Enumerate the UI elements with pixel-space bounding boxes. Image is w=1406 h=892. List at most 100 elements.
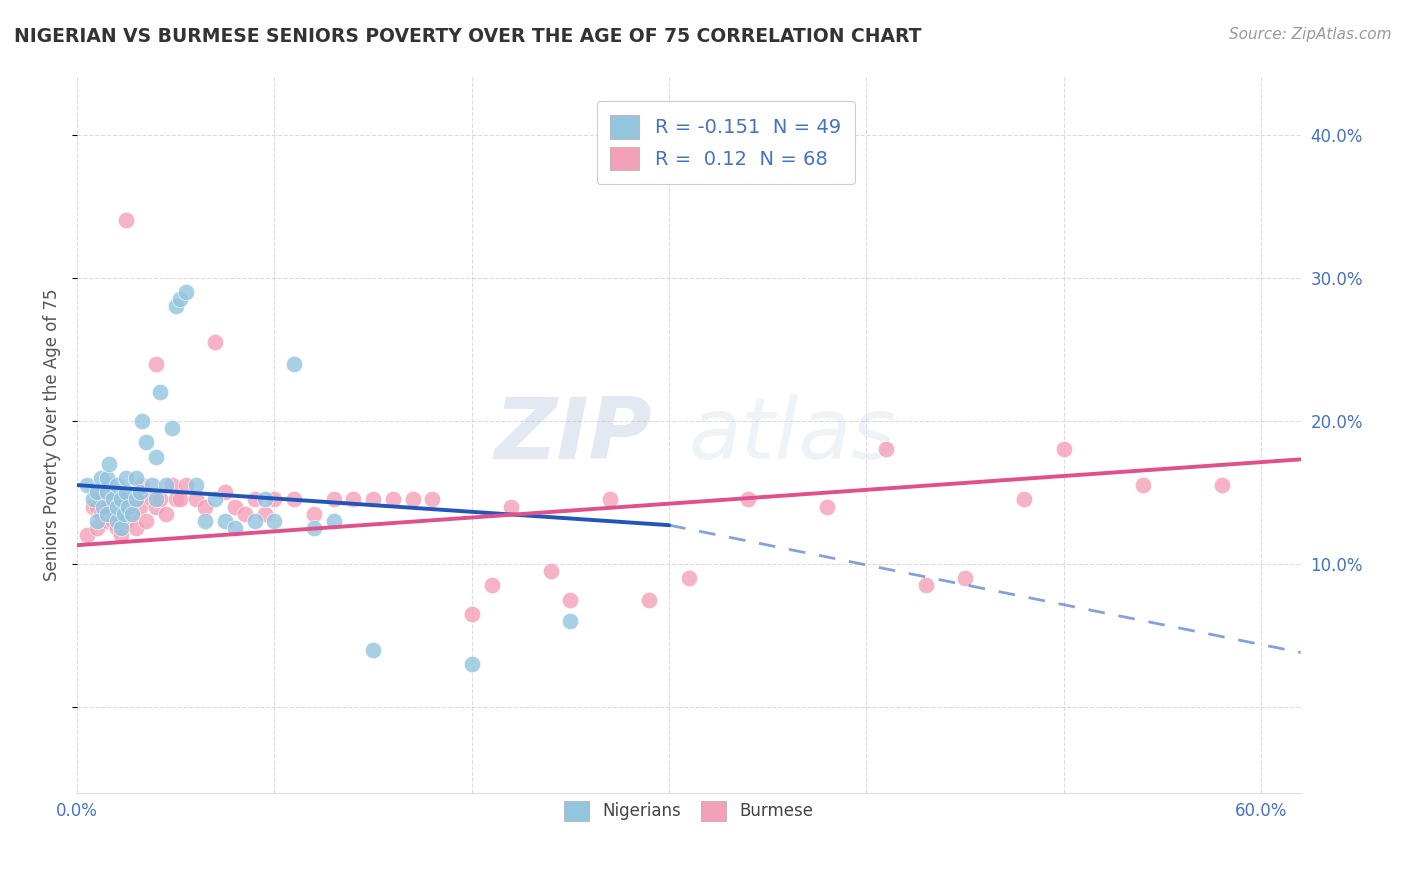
Point <box>90 471 112 485</box>
Point <box>120 500 142 514</box>
Y-axis label: Seniors Poverty Over the Age of 75: Seniors Poverty Over the Age of 75 <box>44 289 60 582</box>
Point <box>737 492 759 507</box>
Point <box>204 492 226 507</box>
Point <box>96 500 118 514</box>
Point <box>115 213 138 227</box>
Text: Source: ZipAtlas.com: Source: ZipAtlas.com <box>1229 27 1392 42</box>
Legend: Nigerians, Burmese: Nigerians, Burmese <box>551 788 827 834</box>
Point <box>110 521 132 535</box>
Point <box>638 592 661 607</box>
Point <box>194 514 217 528</box>
Point <box>342 492 364 507</box>
Point <box>243 492 266 507</box>
Point <box>174 285 197 299</box>
Point <box>91 500 114 514</box>
Point <box>97 457 120 471</box>
Point <box>1132 478 1154 492</box>
Point <box>361 642 384 657</box>
Point <box>401 492 423 507</box>
Point <box>145 492 167 507</box>
Point <box>96 514 118 528</box>
Point <box>141 478 163 492</box>
Point <box>110 492 132 507</box>
Point <box>129 500 152 514</box>
Point <box>155 507 177 521</box>
Point <box>283 357 305 371</box>
Point <box>160 478 183 492</box>
Point <box>169 292 191 306</box>
Point <box>233 507 256 521</box>
Point <box>145 450 167 464</box>
Point <box>875 442 897 457</box>
Point <box>86 485 108 500</box>
Point <box>1211 478 1233 492</box>
Point <box>461 657 484 671</box>
Point <box>174 478 197 492</box>
Point <box>155 478 177 492</box>
Point <box>560 592 582 607</box>
Point <box>86 485 108 500</box>
Point <box>131 478 153 492</box>
Point <box>302 507 325 521</box>
Point <box>115 514 138 528</box>
Point <box>160 421 183 435</box>
Point <box>214 485 236 500</box>
Point <box>105 500 128 514</box>
Point <box>145 357 167 371</box>
Point <box>263 492 285 507</box>
Point <box>115 471 138 485</box>
Point <box>149 492 172 507</box>
Point <box>953 571 976 585</box>
Point <box>322 514 344 528</box>
Point <box>121 507 143 521</box>
Point <box>110 528 132 542</box>
Text: NIGERIAN VS BURMESE SENIORS POVERTY OVER THE AGE OF 75 CORRELATION CHART: NIGERIAN VS BURMESE SENIORS POVERTY OVER… <box>14 27 921 45</box>
Point <box>165 299 187 313</box>
Point <box>194 500 217 514</box>
Point <box>1053 442 1076 457</box>
Point <box>115 492 138 507</box>
Point <box>184 478 207 492</box>
Point <box>481 578 503 592</box>
Point <box>76 528 98 542</box>
Point <box>105 521 128 535</box>
Point <box>501 500 523 514</box>
Point <box>135 514 157 528</box>
Point <box>678 571 700 585</box>
Point <box>117 500 139 514</box>
Point <box>96 507 118 521</box>
Point <box>914 578 936 592</box>
Point <box>263 514 285 528</box>
Point <box>86 514 108 528</box>
Point <box>165 492 187 507</box>
Point <box>599 492 621 507</box>
Point <box>90 507 112 521</box>
Point <box>86 500 108 514</box>
Point <box>91 492 114 507</box>
Point <box>361 492 384 507</box>
Point <box>149 385 172 400</box>
Point <box>204 334 226 349</box>
Point <box>125 492 148 507</box>
Point <box>125 492 148 507</box>
Point <box>82 500 104 514</box>
Point <box>97 478 120 492</box>
Point <box>86 521 108 535</box>
Point <box>214 514 236 528</box>
Point <box>381 492 404 507</box>
Point <box>135 435 157 450</box>
Point <box>322 492 344 507</box>
Text: ZIP: ZIP <box>495 393 652 476</box>
Point <box>815 500 838 514</box>
Point <box>1014 492 1036 507</box>
Point <box>145 500 167 514</box>
Point <box>224 521 246 535</box>
Point <box>96 471 118 485</box>
Point <box>125 521 148 535</box>
Point <box>105 507 128 521</box>
Point <box>129 485 152 500</box>
Point <box>96 485 118 500</box>
Point <box>461 607 484 621</box>
Point <box>121 507 143 521</box>
Point <box>302 521 325 535</box>
